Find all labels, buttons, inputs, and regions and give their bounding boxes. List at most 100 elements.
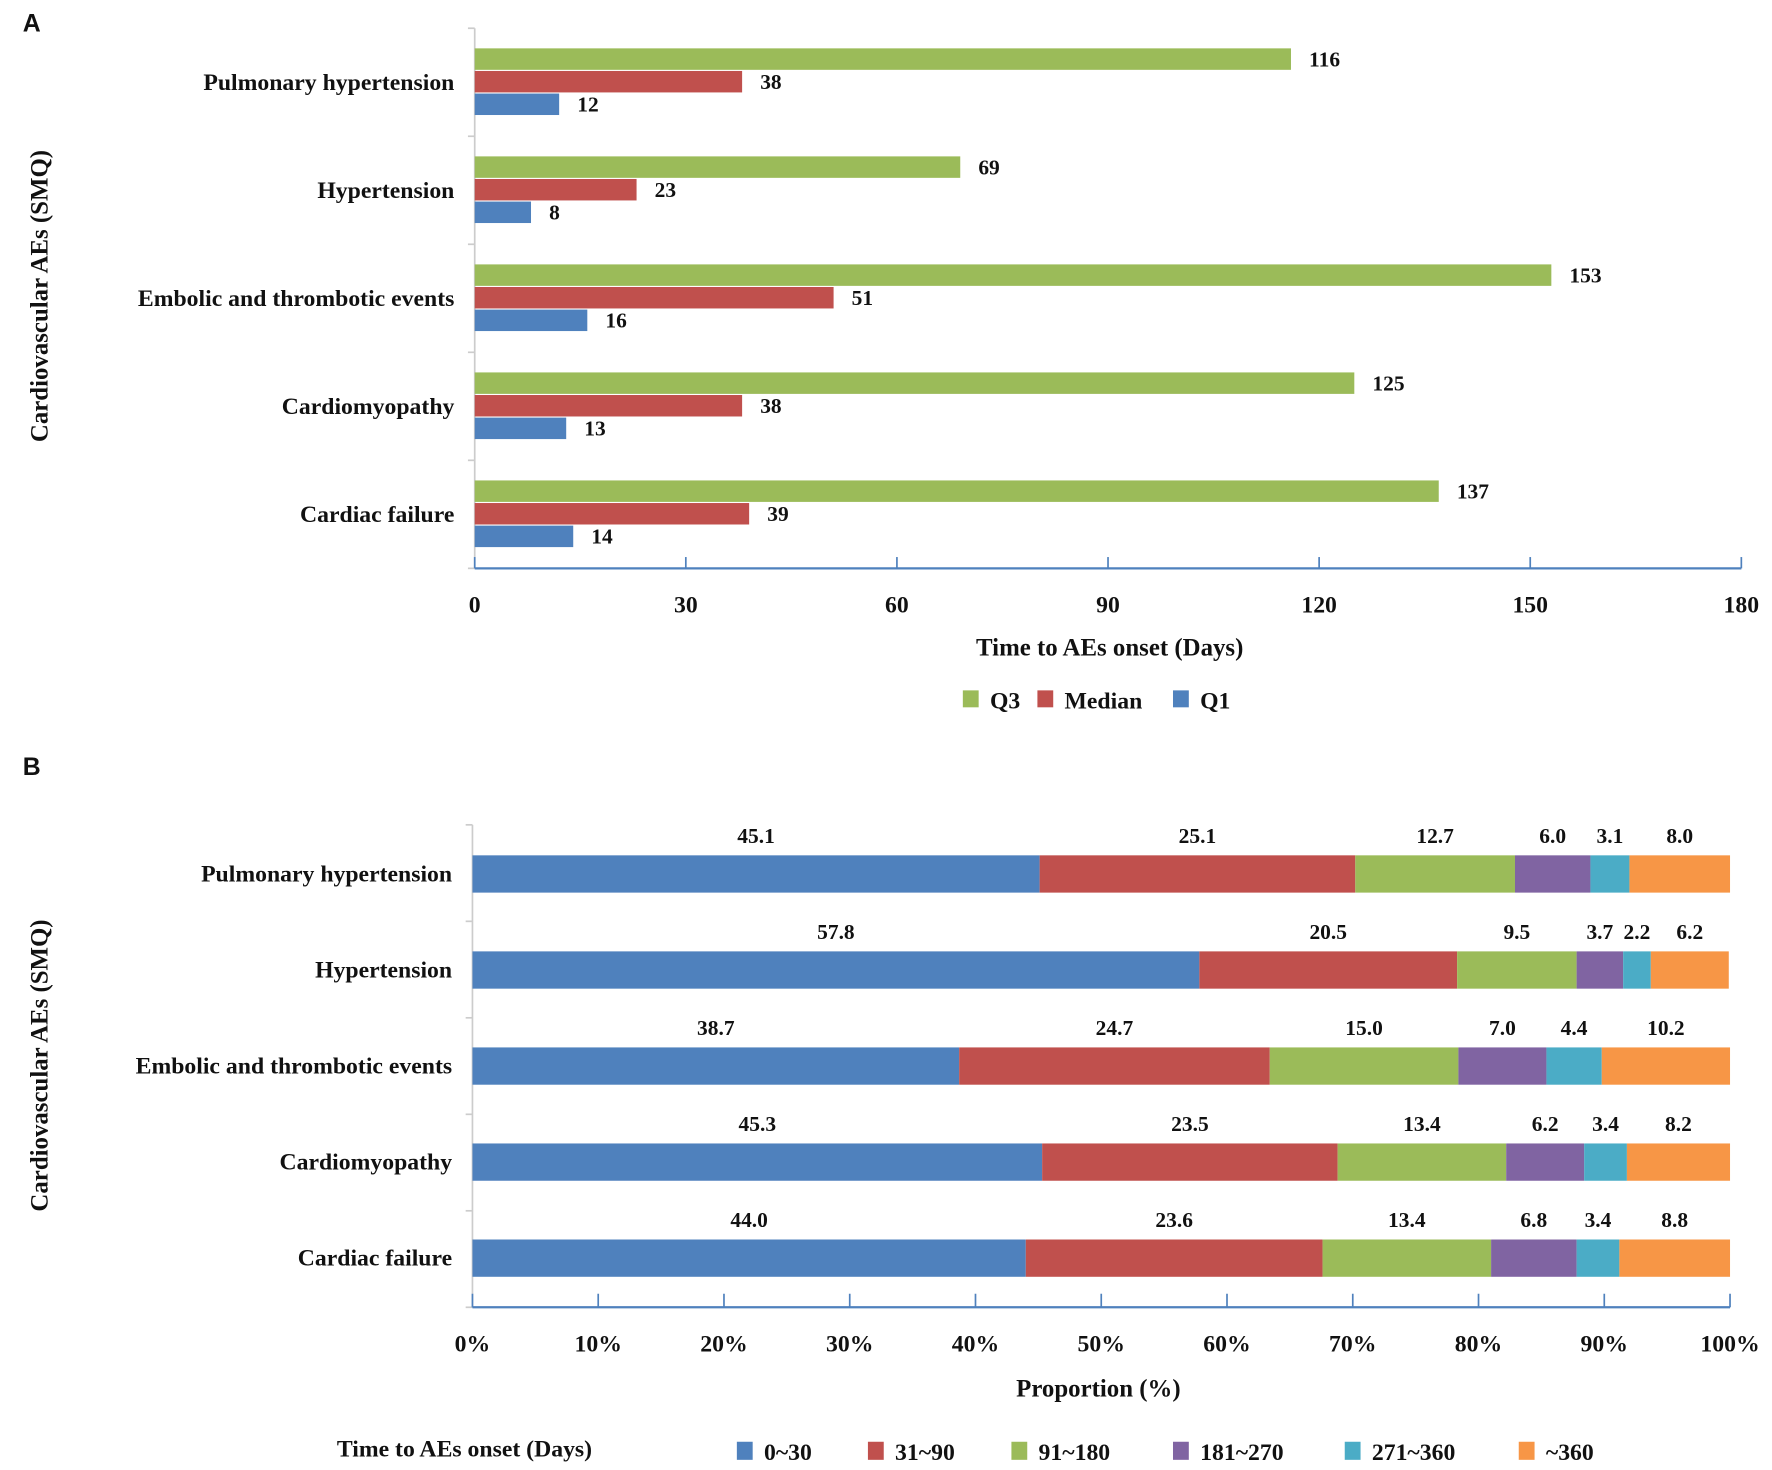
x-tick-label: 150 <box>1512 592 1548 618</box>
x-tick-label: 40% <box>952 1331 999 1357</box>
legend-label: Median <box>1065 688 1143 714</box>
segment-over360 <box>1626 1143 1731 1181</box>
data-label: 6.2 <box>1532 1112 1559 1136</box>
segment-0to30 <box>472 951 1200 989</box>
data-label: 13.4 <box>1403 1112 1441 1136</box>
x-tick-label: 20% <box>700 1331 747 1357</box>
x-tick-label: 90 <box>1096 592 1120 618</box>
data-label: 9.5 <box>1503 920 1530 944</box>
category-label: Embolic and thrombotic events <box>138 286 454 312</box>
legend-swatch-q3 <box>962 690 979 708</box>
data-label: 23.5 <box>1171 1112 1209 1136</box>
category-label: Cardiomyopathy <box>282 394 455 420</box>
x-axis-title: Time to AEs onset (Days) <box>976 634 1243 661</box>
legend-label: 271~360 <box>1372 1440 1456 1466</box>
data-label: 44.0 <box>730 1208 768 1232</box>
x-tick-label: 90% <box>1581 1331 1628 1357</box>
data-label: 6.8 <box>1520 1208 1547 1232</box>
x-tick-label: 0% <box>455 1331 491 1357</box>
bar-median <box>474 503 750 525</box>
x-tick-label: 100% <box>1700 1331 1759 1357</box>
data-label: 45.1 <box>737 824 775 848</box>
x-axis-title: Proportion (%) <box>1016 1376 1180 1403</box>
legend-label: Q1 <box>1200 688 1230 714</box>
bar-q3 <box>474 480 1439 502</box>
x-tick-label: 60% <box>1203 1331 1250 1357</box>
data-label: 25.1 <box>1179 824 1217 848</box>
category-label: Cardiomyopathy <box>279 1149 452 1175</box>
legend-swatch <box>736 1441 753 1460</box>
legend-swatch-q1 <box>1172 690 1189 708</box>
data-label: 2.2 <box>1624 920 1651 944</box>
segment-271to360 <box>1590 855 1630 893</box>
data-label: 24.7 <box>1096 1016 1134 1040</box>
x-tick-label: 60 <box>885 592 909 618</box>
data-label: 7.0 <box>1489 1016 1516 1040</box>
legend-label: 91~180 <box>1039 1440 1111 1466</box>
x-tick-label: 180 <box>1724 592 1760 618</box>
segment-over360 <box>1629 855 1731 893</box>
legend-swatch <box>1344 1441 1361 1460</box>
data-label: 8.0 <box>1666 824 1693 848</box>
x-tick-label: 80% <box>1455 1331 1502 1357</box>
legend-label: 0~30 <box>764 1440 812 1466</box>
segment-91to180 <box>1457 951 1577 989</box>
category-label: Embolic and thrombotic events <box>136 1053 452 1079</box>
segment-0to30 <box>472 1239 1026 1277</box>
panel-b-chart: B 0% 10% 20% 30% 40% 50% 60% 70% 80% 90% 100% Pulmon… <box>23 754 1760 1466</box>
segment-271to360 <box>1584 1143 1627 1181</box>
category-label: Hypertension <box>317 178 454 204</box>
legend-swatch-median <box>1037 690 1054 708</box>
bar-median <box>474 178 637 201</box>
segment-0to30 <box>472 1143 1043 1181</box>
segment-271to360 <box>1623 951 1651 989</box>
data-label: 4.4 <box>1561 1016 1588 1040</box>
data-label: 6.0 <box>1539 824 1566 848</box>
data-label: 13 <box>584 417 605 441</box>
data-label: 15.0 <box>1345 1016 1383 1040</box>
bar-median <box>474 286 834 309</box>
segment-91to180 <box>1355 855 1515 893</box>
bar-q3 <box>474 372 1355 394</box>
data-label: 3.1 <box>1597 824 1624 848</box>
data-label: 6.2 <box>1676 920 1703 944</box>
x-tick-label: 120 <box>1301 592 1337 618</box>
legend-label: ~360 <box>1546 1440 1594 1466</box>
x-tick-label: 30 <box>674 592 698 618</box>
segment-181to270 <box>1576 951 1624 989</box>
data-label: 13.4 <box>1388 1208 1426 1232</box>
y-axis-title: Cardiovascular AEs (SMQ) <box>27 150 54 442</box>
data-label: 12.7 <box>1416 824 1454 848</box>
legend-label: Q3 <box>990 688 1020 714</box>
segment-181to270 <box>1506 1143 1585 1181</box>
data-label: 51 <box>852 286 873 310</box>
segment-181to270 <box>1514 855 1591 893</box>
bar-q1 <box>474 525 574 548</box>
bar-median <box>474 395 743 417</box>
data-label: 3.4 <box>1592 1112 1619 1136</box>
segment-31to90 <box>959 1047 1270 1085</box>
data-label: 16 <box>605 309 627 333</box>
panel-label: A <box>23 11 41 38</box>
x-tick-label: 0 <box>469 592 481 618</box>
segment-over360 <box>1601 1047 1731 1085</box>
bar-q1 <box>474 309 588 332</box>
data-label: 8.8 <box>1661 1208 1688 1232</box>
category-label: Hypertension <box>315 957 452 983</box>
data-label: 38 <box>760 70 782 94</box>
data-label: 8 <box>549 201 560 225</box>
bar-q3 <box>474 48 1291 70</box>
data-label: 69 <box>978 155 999 179</box>
segment-91to180 <box>1269 1047 1459 1085</box>
segment-over360 <box>1619 1239 1731 1277</box>
data-label: 3.4 <box>1585 1208 1612 1232</box>
bar-q1 <box>474 201 532 224</box>
legend-title: Time to AEs onset (Days) <box>337 1436 592 1462</box>
data-label: 137 <box>1457 480 1489 504</box>
legend-swatch <box>1172 1441 1189 1460</box>
segment-181to270 <box>1491 1239 1577 1277</box>
segment-31to90 <box>1039 855 1356 893</box>
segment-31to90 <box>1025 1239 1323 1277</box>
segment-181to270 <box>1458 1047 1547 1085</box>
data-label: 20.5 <box>1309 920 1347 944</box>
